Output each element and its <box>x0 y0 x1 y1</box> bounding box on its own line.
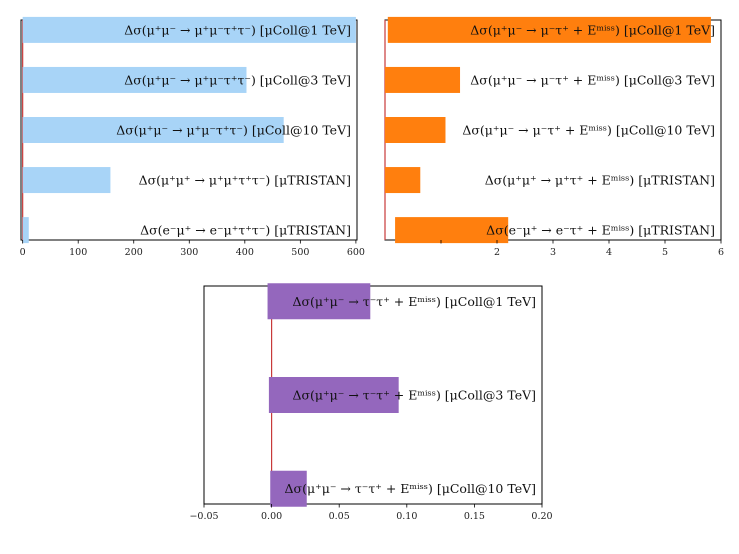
x-tick-label: 5 <box>662 247 668 258</box>
x-tick-label: 0.00 <box>261 511 282 522</box>
bar-label: Δσ(μ⁺μ⁻ → μ⁺μ⁻τ⁺τ⁻) [μColl@3 TeV] <box>124 72 351 87</box>
x-tick-label: 0 <box>20 247 26 258</box>
bar <box>22 217 29 244</box>
panel-3-frame <box>203 285 543 505</box>
bar <box>385 167 421 194</box>
x-tick-label: 0.20 <box>531 511 552 522</box>
bar-label: Δσ(μ⁺μ⁻ → τ⁻τ⁺ + Eᵐⁱˢˢ) [μColl@3 TeV] <box>292 388 536 403</box>
bar-label: Δσ(μ⁺μ⁺ → μ⁺τ⁺ + Eᵐⁱˢˢ) [μTRISTAN] <box>485 173 715 188</box>
x-tick-label: 500 <box>291 247 309 258</box>
bar-label: Δσ(μ⁺μ⁻ → μ⁻τ⁺ + Eᵐⁱˢˢ) [μColl@3 TeV] <box>470 72 715 87</box>
x-tick-label: 2 <box>494 247 500 258</box>
bar-label: Δσ(μ⁺μ⁻ → μ⁻τ⁺ + Eᵐⁱˢˢ) [μColl@10 TeV] <box>462 123 715 138</box>
chart-panel-3: Δσ(μ⁺μ⁻ → τ⁻τ⁺ + Eᵐⁱˢˢ) [μColl@1 TeV] Δσ(… <box>189 283 553 522</box>
bar <box>385 66 461 93</box>
x-tick-label: −0.05 <box>189 511 218 522</box>
x-tick-label: 0.10 <box>396 511 417 522</box>
bar-label: Δσ(μ⁺μ⁺ → μ⁺μ⁺τ⁺τ⁻) [μTRISTAN] <box>139 173 351 188</box>
bar-label: Δσ(μ⁺μ⁻ → μ⁻τ⁺ + Eᵐⁱˢˢ) [μColl@1 TeV] <box>470 22 715 37</box>
bar-label: Δσ(μ⁺μ⁻ → τ⁻τ⁺ + Eᵐⁱˢˢ) [μColl@1 TeV] <box>292 294 536 309</box>
x-tick-label: 0.05 <box>329 511 350 522</box>
x-tick-label: 3 <box>550 247 556 258</box>
x-tick-label: 0.15 <box>464 511 485 522</box>
x-tick-label: 6 <box>718 247 724 258</box>
x-tick-label: 600 <box>347 247 365 258</box>
bar <box>22 66 247 93</box>
bar <box>270 470 307 507</box>
bar <box>267 283 371 320</box>
bar <box>22 117 284 143</box>
bar-label: Δσ(μ⁺μ⁻ → τ⁻τ⁺ + Eᵐⁱˢˢ) [μColl@10 TeV] <box>285 481 536 496</box>
x-tick-label: 200 <box>125 247 143 258</box>
x-tick-label: 4 <box>606 247 612 258</box>
bar <box>22 167 111 194</box>
chart-panel-2: Δσ(μ⁺μ⁻ → μ⁻τ⁺ + Eᵐⁱˢˢ) [μColl@1 TeV] Δσ(… <box>384 16 724 258</box>
bar <box>268 377 399 413</box>
x-tick-label: 100 <box>69 247 87 258</box>
bar <box>387 16 711 43</box>
x-tick-label: 300 <box>180 247 198 258</box>
x-tick-label: 400 <box>236 247 254 258</box>
bar-label: Δσ(μ⁺μ⁻ → μ⁺μ⁻τ⁺τ⁻) [μColl@1 TeV] <box>124 22 351 37</box>
bar-label: Δσ(μ⁺μ⁻ → μ⁺μ⁻τ⁺τ⁻) [μColl@10 TeV] <box>116 123 351 138</box>
bar-label: Δσ(e⁻μ⁺ → e⁻τ⁺ + Eᵐⁱˢˢ) [μTRISTAN] <box>486 223 715 238</box>
bar <box>22 16 356 43</box>
bar <box>385 117 446 143</box>
chart-panel-1: Δσ(μ⁺μ⁻ → μ⁺μ⁻τ⁺τ⁻) [μColl@1 TeV] Δσ(μ⁺μ⁻… <box>20 16 365 258</box>
bar <box>395 217 509 244</box>
bar-label: Δσ(e⁻μ⁺ → e⁻μ⁺τ⁺τ⁻) [μTRISTAN] <box>140 223 351 238</box>
